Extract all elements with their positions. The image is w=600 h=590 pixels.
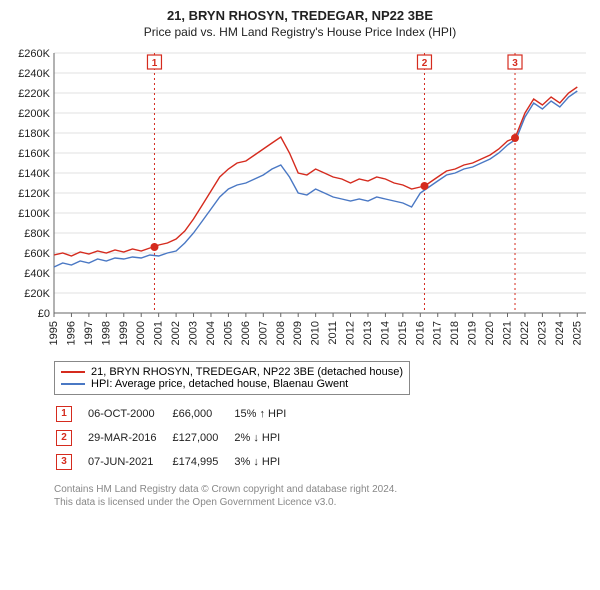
- svg-text:2017: 2017: [432, 321, 444, 345]
- svg-text:£200K: £200K: [18, 108, 50, 120]
- legend-label: 21, BRYN RHOSYN, TREDEGAR, NP22 3BE (det…: [91, 366, 403, 378]
- svg-text:2008: 2008: [275, 321, 287, 345]
- sales-table: 1 06-OCT-2000 £66,000 15% ↑ HPI 2 29-MAR…: [54, 401, 302, 475]
- svg-text:£180K: £180K: [18, 128, 50, 140]
- svg-text:£40K: £40K: [24, 268, 50, 280]
- sale-delta: 15% ↑ HPI: [234, 403, 300, 425]
- svg-text:1998: 1998: [100, 321, 112, 345]
- title-block: 21, BRYN RHOSYN, TREDEGAR, NP22 3BE Pric…: [10, 8, 590, 39]
- svg-text:2010: 2010: [310, 321, 322, 345]
- svg-text:2019: 2019: [467, 321, 479, 345]
- legend: 21, BRYN RHOSYN, TREDEGAR, NP22 3BE (det…: [54, 361, 410, 395]
- svg-text:2023: 2023: [536, 321, 548, 345]
- svg-text:£260K: £260K: [18, 48, 50, 60]
- legend-swatch: [61, 371, 85, 373]
- svg-text:1995: 1995: [48, 321, 60, 345]
- sale-price: £127,000: [172, 427, 232, 449]
- svg-text:2006: 2006: [240, 321, 252, 345]
- sale-date: 06-OCT-2000: [88, 403, 170, 425]
- svg-text:£240K: £240K: [18, 68, 50, 80]
- sale-date: 07-JUN-2021: [88, 451, 170, 473]
- svg-text:2003: 2003: [188, 321, 200, 345]
- svg-text:£0: £0: [38, 308, 50, 320]
- svg-text:£140K: £140K: [18, 168, 50, 180]
- sale-price: £174,995: [172, 451, 232, 473]
- svg-text:1: 1: [152, 58, 158, 69]
- svg-text:2009: 2009: [292, 321, 304, 345]
- svg-text:2007: 2007: [257, 321, 269, 345]
- svg-text:2012: 2012: [345, 321, 357, 345]
- sale-marker-icon: 1: [56, 406, 72, 422]
- sale-date: 29-MAR-2016: [88, 427, 170, 449]
- svg-text:2015: 2015: [397, 321, 409, 345]
- plot-area: £0 £20K £40K £60K £80K £100K £120K £140K £160K £1…: [10, 45, 590, 355]
- table-row: 3 07-JUN-2021 £174,995 3% ↓ HPI: [56, 451, 300, 473]
- svg-text:1997: 1997: [83, 321, 95, 345]
- title-subtitle: Price paid vs. HM Land Registry's House …: [10, 25, 590, 39]
- svg-text:2: 2: [422, 58, 428, 69]
- svg-text:2025: 2025: [571, 321, 583, 345]
- sale-marker-icon: 3: [56, 454, 72, 470]
- svg-text:£20K: £20K: [24, 288, 50, 300]
- svg-text:2024: 2024: [554, 321, 566, 345]
- svg-text:2014: 2014: [379, 321, 391, 345]
- chart-container: 21, BRYN RHOSYN, TREDEGAR, NP22 3BE Pric…: [0, 0, 600, 515]
- footer: Contains HM Land Registry data © Crown c…: [54, 483, 590, 509]
- footer-line: Contains HM Land Registry data © Crown c…: [54, 483, 590, 496]
- table-row: 1 06-OCT-2000 £66,000 15% ↑ HPI: [56, 403, 300, 425]
- sale-price: £66,000: [172, 403, 232, 425]
- svg-text:2020: 2020: [484, 321, 496, 345]
- legend-swatch: [61, 383, 85, 385]
- svg-text:£100K: £100K: [18, 208, 50, 220]
- chart-svg: £0 £20K £40K £60K £80K £100K £120K £140K £160K £1…: [10, 45, 590, 355]
- svg-text:2000: 2000: [135, 321, 147, 345]
- footer-line: This data is licensed under the Open Gov…: [54, 496, 590, 509]
- svg-text:2022: 2022: [519, 321, 531, 345]
- title-address: 21, BRYN RHOSYN, TREDEGAR, NP22 3BE: [10, 8, 590, 23]
- svg-text:1996: 1996: [65, 321, 77, 345]
- svg-text:2011: 2011: [327, 321, 339, 345]
- svg-text:2002: 2002: [170, 321, 182, 345]
- sale-marker-icon: 2: [56, 430, 72, 446]
- svg-text:1999: 1999: [118, 321, 130, 345]
- svg-text:£220K: £220K: [18, 88, 50, 100]
- svg-text:3: 3: [512, 58, 518, 69]
- svg-text:£80K: £80K: [24, 228, 50, 240]
- svg-text:2018: 2018: [449, 321, 461, 345]
- legend-label: HPI: Average price, detached house, Blae…: [91, 378, 348, 390]
- sale-delta: 3% ↓ HPI: [234, 451, 300, 473]
- legend-item: HPI: Average price, detached house, Blae…: [61, 378, 403, 390]
- svg-text:2001: 2001: [153, 321, 165, 345]
- svg-text:£120K: £120K: [18, 188, 50, 200]
- svg-text:2013: 2013: [362, 321, 374, 345]
- svg-text:2004: 2004: [205, 321, 217, 345]
- svg-text:2021: 2021: [502, 321, 514, 345]
- legend-item: 21, BRYN RHOSYN, TREDEGAR, NP22 3BE (det…: [61, 366, 403, 378]
- svg-text:£60K: £60K: [24, 248, 50, 260]
- svg-text:2016: 2016: [414, 321, 426, 345]
- svg-text:2005: 2005: [222, 321, 234, 345]
- svg-text:£160K: £160K: [18, 148, 50, 160]
- table-row: 2 29-MAR-2016 £127,000 2% ↓ HPI: [56, 427, 300, 449]
- sale-delta: 2% ↓ HPI: [234, 427, 300, 449]
